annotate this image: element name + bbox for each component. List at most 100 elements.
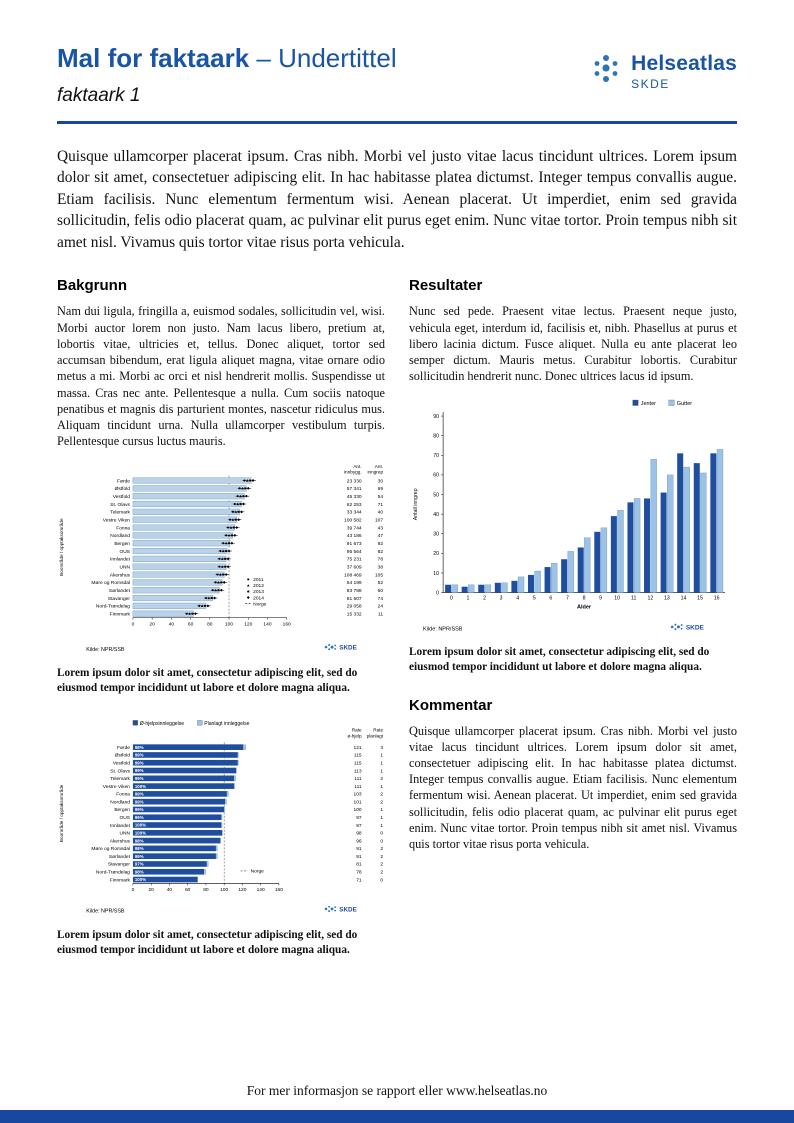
svg-text:160: 160 xyxy=(283,622,291,628)
section-heading-bakgrunn: Bakgrunn xyxy=(57,277,128,295)
svg-text:2013: 2013 xyxy=(253,590,264,596)
svg-text:80: 80 xyxy=(207,622,213,628)
svg-text:101: 101 xyxy=(354,800,362,806)
svg-text:90: 90 xyxy=(433,413,439,419)
svg-text:2: 2 xyxy=(380,800,383,806)
svg-text:70: 70 xyxy=(433,453,439,459)
svg-text:2: 2 xyxy=(380,854,383,860)
svg-text:105: 105 xyxy=(375,573,383,579)
svg-text:0: 0 xyxy=(132,888,135,894)
svg-text:innbygg.: innbygg. xyxy=(344,470,362,475)
svg-text:Nordland: Nordland xyxy=(110,800,130,806)
svg-text:50: 50 xyxy=(433,492,439,498)
svg-text:2: 2 xyxy=(380,792,383,798)
title-main: Mal for faktaark xyxy=(57,43,250,73)
svg-text:30: 30 xyxy=(433,531,439,537)
svg-text:12: 12 xyxy=(647,595,653,601)
svg-text:St. Olavs: St. Olavs xyxy=(110,502,130,508)
svg-text:Kilde: NPR/SSB: Kilde: NPR/SSB xyxy=(86,647,125,653)
svg-text:2014: 2014 xyxy=(253,596,264,602)
svg-text:100 582: 100 582 xyxy=(344,518,362,524)
svg-text:115: 115 xyxy=(354,761,362,767)
svg-text:60: 60 xyxy=(188,622,194,628)
svg-text:100: 100 xyxy=(354,808,362,814)
svg-text:78: 78 xyxy=(378,557,384,563)
page-footer: For mer informasjon se rapport eller www… xyxy=(0,1083,794,1099)
chart-admission-types: Ø-hjelpsinnleggelse Planlagt innleggelse B… xyxy=(58,720,384,915)
svg-text:Ant.: Ant. xyxy=(375,464,383,469)
svg-text:Nordland: Nordland xyxy=(110,533,130,539)
svg-text:74: 74 xyxy=(378,596,384,602)
svg-text:99%: 99% xyxy=(135,792,144,797)
svg-text:Vestre Viken: Vestre Viken xyxy=(103,784,130,790)
svg-text:120: 120 xyxy=(238,888,246,894)
svg-text:100%: 100% xyxy=(135,784,146,789)
svg-text:99%: 99% xyxy=(135,815,144,820)
figure1-caption: Lorem ipsum dolor sit amet, consectetur … xyxy=(57,667,358,694)
svg-text:60: 60 xyxy=(185,888,191,894)
svg-text:Finnmark: Finnmark xyxy=(110,612,131,618)
svg-text:103: 103 xyxy=(354,792,362,798)
svg-text:3: 3 xyxy=(500,595,503,601)
svg-text:60: 60 xyxy=(378,588,384,594)
svg-text:Kilde: NPR/SSB: Kilde: NPR/SSB xyxy=(86,909,125,915)
svg-text:Akershus: Akershus xyxy=(110,573,131,579)
svg-text:96: 96 xyxy=(356,839,362,845)
svg-text:78: 78 xyxy=(356,870,362,876)
svg-text:54: 54 xyxy=(378,494,384,500)
svg-text:107: 107 xyxy=(375,518,383,524)
svg-text:45 330: 45 330 xyxy=(347,494,362,500)
svg-text:20: 20 xyxy=(148,888,154,894)
svg-text:0: 0 xyxy=(380,839,383,845)
svg-text:3: 3 xyxy=(380,745,383,751)
svg-text:Boområde / opptaksområde: Boområde / opptaksområde xyxy=(58,785,64,843)
svg-text:100%: 100% xyxy=(135,831,146,836)
footer-link[interactable]: www.helseatlas.no xyxy=(446,1083,548,1098)
svg-text:2: 2 xyxy=(380,870,383,876)
title-block: Mal for faktaark – Undertittel faktaark … xyxy=(57,44,397,107)
svg-text:0: 0 xyxy=(132,622,135,628)
svg-text:0: 0 xyxy=(450,595,453,601)
svg-text:Ø-hjelpsinnleggelse: Ø-hjelpsinnleggelse xyxy=(140,721,185,727)
svg-text:99%: 99% xyxy=(135,753,144,758)
svg-text:57 341: 57 341 xyxy=(347,486,362,492)
svg-text:75 231: 75 231 xyxy=(347,557,362,563)
svg-text:97: 97 xyxy=(356,815,362,821)
svg-text:Førde: Førde xyxy=(117,479,130,485)
svg-text:OUS: OUS xyxy=(119,815,130,821)
svg-text:30: 30 xyxy=(378,479,384,485)
svg-text:1: 1 xyxy=(380,808,383,814)
figure-age-gender: Jenter Gutter 0 10 20 30 40 50 60 70 80 90 0 1 2 3 4 5 6 7 8… xyxy=(409,398,737,637)
svg-text:Bergen: Bergen xyxy=(114,808,130,814)
svg-text:13: 13 xyxy=(664,595,670,601)
svg-text:95 564: 95 564 xyxy=(347,549,362,555)
svg-text:81: 81 xyxy=(356,862,362,868)
svg-text:Gutter: Gutter xyxy=(677,400,692,406)
svg-text:43 186: 43 186 xyxy=(347,533,362,539)
svg-text:99%: 99% xyxy=(135,800,144,805)
svg-text:Ant.: Ant. xyxy=(353,464,361,469)
svg-text:10: 10 xyxy=(614,595,620,601)
svg-text:54 199: 54 199 xyxy=(347,580,362,586)
svg-text:1: 1 xyxy=(380,761,383,767)
svg-text:11: 11 xyxy=(631,595,637,601)
svg-text:100%: 100% xyxy=(135,878,146,883)
logo-brand: Helseatlas xyxy=(631,52,737,75)
svg-text:24: 24 xyxy=(378,604,384,610)
figure-admission-types: Ø-hjelpsinnleggelse Planlagt innleggelse B… xyxy=(57,717,385,918)
svg-text:Rate: Rate xyxy=(352,728,362,733)
svg-text:Jenter: Jenter xyxy=(641,400,656,406)
svg-text:33 344: 33 344 xyxy=(347,510,362,516)
svg-text:20: 20 xyxy=(149,622,155,628)
resultater-body: Nunc sed pede. Praesent vitae lectus. Pr… xyxy=(409,304,737,384)
section-heading-resultater: Resultater xyxy=(409,277,483,295)
svg-text:Førde: Førde xyxy=(117,745,130,751)
doc-label: faktaark 1 xyxy=(57,84,141,106)
svg-text:80: 80 xyxy=(433,433,439,439)
svg-text:121: 121 xyxy=(354,745,362,751)
svg-text:Vestre Viken: Vestre Viken xyxy=(103,518,130,524)
svg-text:Stavanger: Stavanger xyxy=(108,596,131,602)
svg-text:0: 0 xyxy=(380,831,383,837)
svg-text:Norge: Norge xyxy=(251,869,265,875)
